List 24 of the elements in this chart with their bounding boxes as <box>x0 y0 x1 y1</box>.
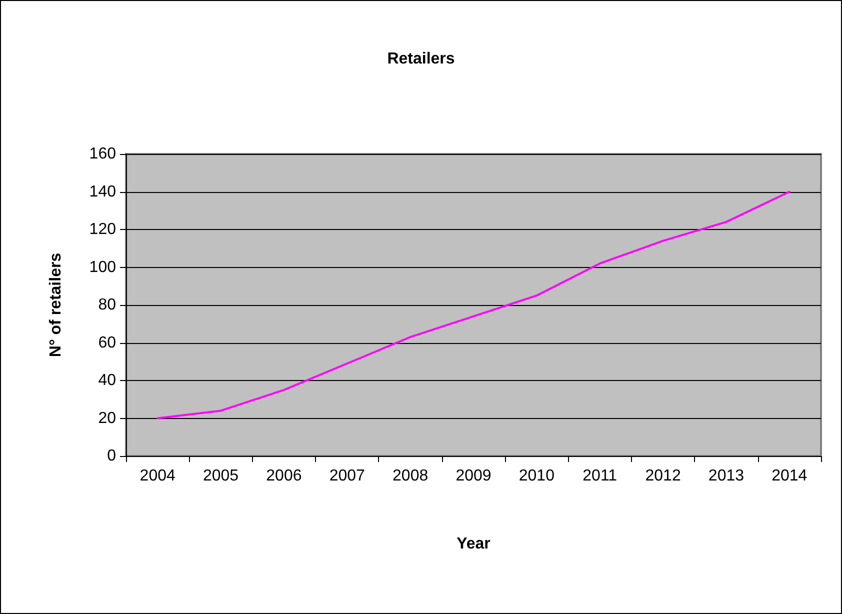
y-tick-label: 80 <box>98 296 116 314</box>
x-tick-label: 2007 <box>329 468 366 484</box>
y-tick-label: 40 <box>98 372 116 389</box>
y-tick-label: 60 <box>98 334 116 352</box>
x-tick-label: 2014 <box>772 468 808 484</box>
y-tick-label: 0 <box>107 448 116 464</box>
x-tick-label: 2005 <box>202 468 239 484</box>
chart-title: Retailers <box>387 50 455 68</box>
line-series <box>156 190 790 420</box>
x-axis-title: Year <box>456 536 490 552</box>
y-axis-title: N° of retailers <box>48 252 64 358</box>
y-tick-label: 100 <box>89 258 116 276</box>
x-tick-label: 2010 <box>518 468 555 484</box>
x-tick-label: 2012 <box>645 468 681 484</box>
y-tick-label: 160 <box>89 146 116 162</box>
x-tick-label: 2011 <box>582 468 618 484</box>
y-tick-label: 20 <box>98 410 116 427</box>
x-tick-label: 2004 <box>140 468 176 484</box>
x-tick-label: 2006 <box>266 468 302 484</box>
x-tick-label: 2013 <box>708 468 744 484</box>
x-tick-label: 2009 <box>456 468 492 484</box>
x-tick-label: 2008 <box>392 468 428 484</box>
y-tick-label: 140 <box>89 183 116 200</box>
y-tick-label: 120 <box>89 221 116 238</box>
